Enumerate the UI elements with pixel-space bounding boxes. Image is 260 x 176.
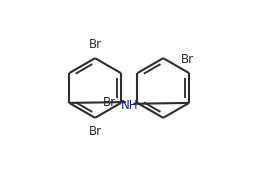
Text: NH: NH [121, 99, 138, 112]
Text: Br: Br [88, 125, 102, 139]
Text: Br: Br [103, 96, 116, 109]
Text: Br: Br [88, 37, 102, 51]
Text: Br: Br [181, 53, 194, 66]
